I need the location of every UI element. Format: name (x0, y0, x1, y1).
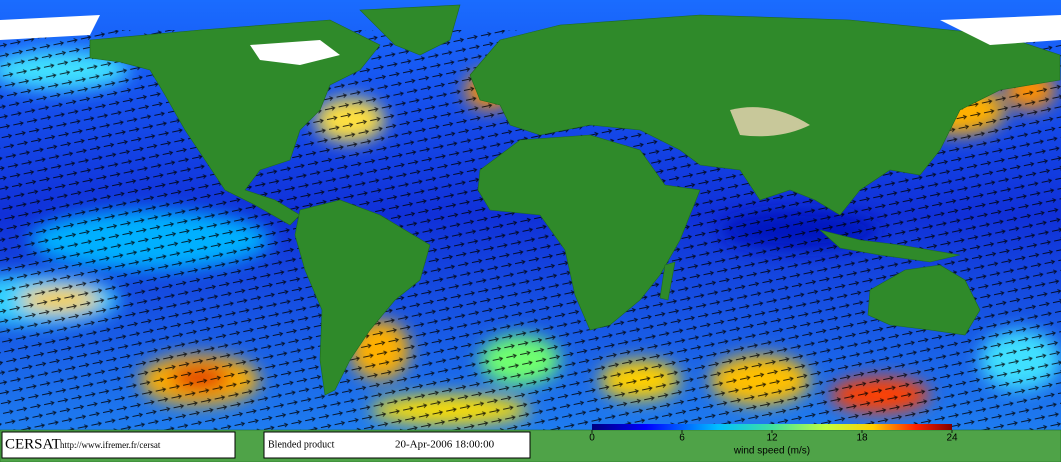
colorbar (592, 424, 952, 430)
australia (867, 264, 981, 336)
greenland (359, 4, 461, 56)
product-box (263, 431, 531, 459)
colorbar-tick-label: 6 (679, 433, 685, 444)
tibet-plateau (730, 107, 810, 137)
ice (0, 15, 1061, 65)
credit-box (1, 431, 236, 459)
product-name: Blended product (268, 439, 335, 450)
colorbar-tick-label: 24 (946, 433, 958, 444)
colorbar-label: wind speed (m/s) (733, 446, 810, 457)
logo: CERSAT (5, 436, 61, 452)
africa (477, 134, 701, 331)
url: http://www.ifremer.fr/cersat (60, 440, 161, 450)
south-america (294, 199, 431, 396)
north-america (89, 19, 381, 226)
product-date: 20-Apr-2006 18:00:00 (395, 439, 495, 451)
colorbar-tick-label: 0 (589, 433, 595, 444)
colorbar-tick-label: 18 (856, 433, 868, 444)
colorbar-tick-label: 12 (766, 433, 778, 444)
indonesia (819, 229, 961, 263)
madagascar (659, 261, 676, 301)
